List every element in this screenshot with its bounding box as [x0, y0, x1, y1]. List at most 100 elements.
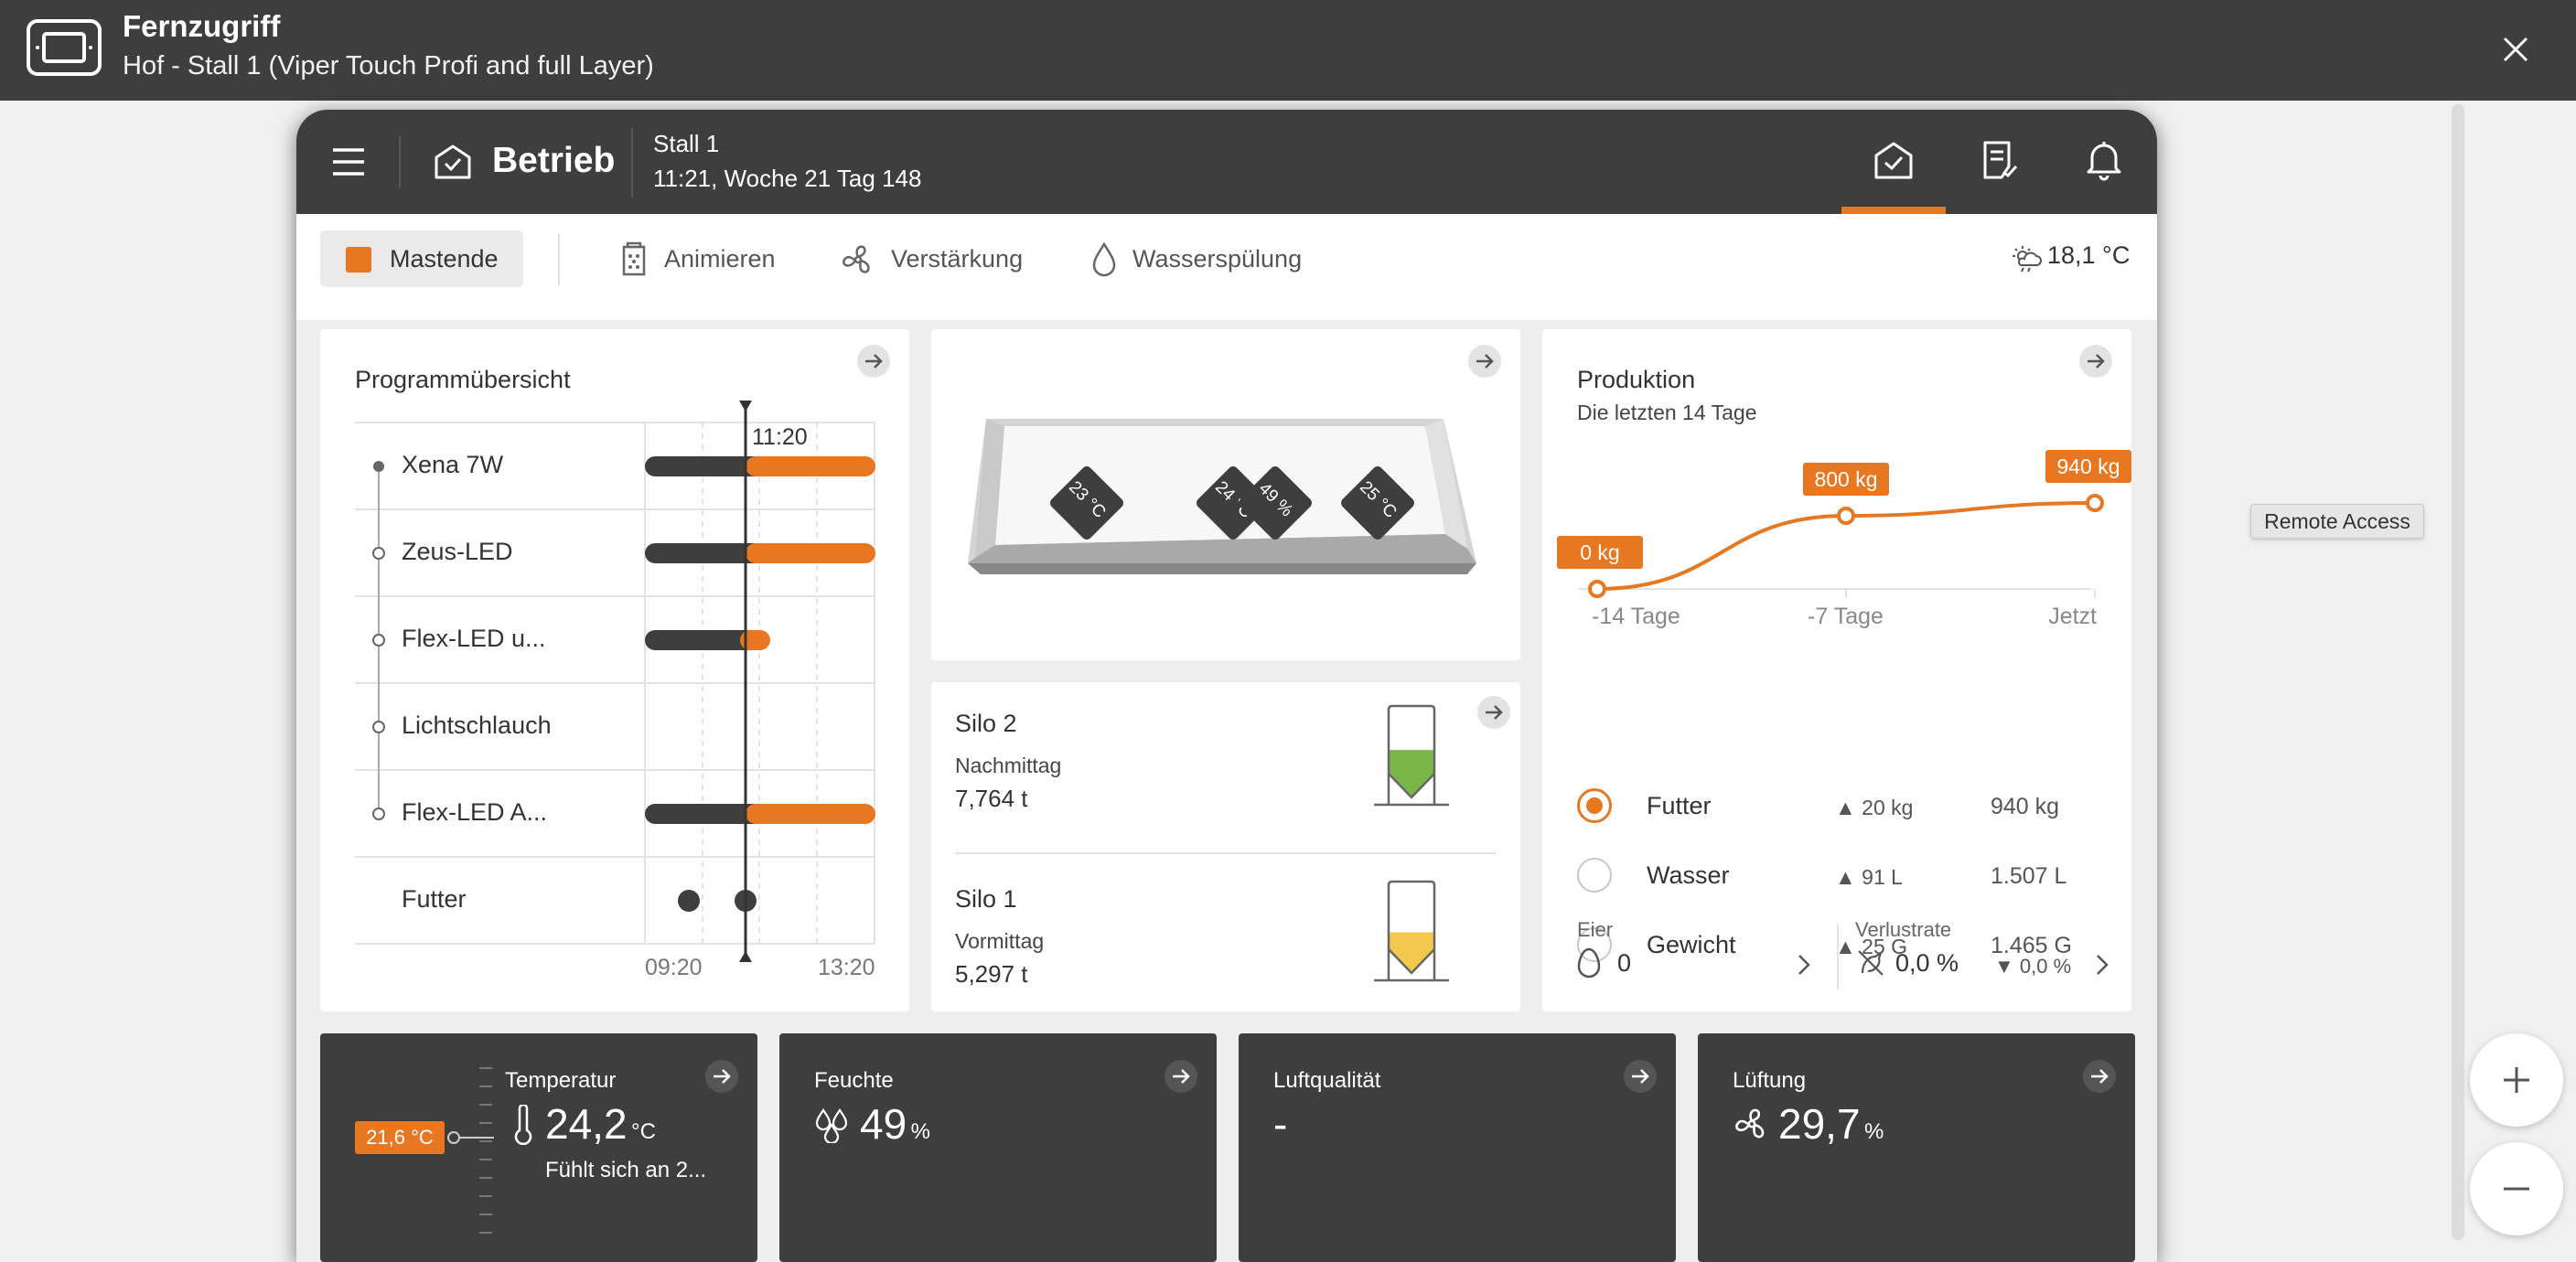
close-button[interactable]: [2490, 24, 2541, 75]
axis-start-label: 09:20: [645, 955, 703, 980]
futter-radio[interactable]: [1577, 788, 1612, 823]
data-label: 800 kg: [1803, 463, 1889, 496]
silo-fill-level: [1389, 750, 1434, 797]
arrow-right-icon[interactable]: [704, 1059, 739, 1094]
temperature-tile[interactable]: 21,6 °C Temperatur 24,2 °C Fühlt sich an…: [320, 1033, 757, 1262]
feeder-icon: [622, 241, 646, 276]
data-point: [2086, 494, 2104, 512]
arrow-right-icon[interactable]: [2082, 1059, 2117, 1094]
outside-temperature: 18,1 °C: [2047, 241, 2131, 269]
row-dot: [372, 721, 385, 733]
weather-sun-rain-icon: [2012, 246, 2042, 273]
production-row-total: 1.465 G: [1991, 933, 2072, 958]
thermometer-icon: [514, 1105, 532, 1145]
egg-icon: [1577, 947, 1601, 979]
silo-period: Nachmittag: [955, 754, 1062, 777]
arrow-right-icon[interactable]: [856, 344, 891, 379]
air-quality-tile[interactable]: Luftqualität -: [1239, 1033, 1676, 1262]
tab-home[interactable]: [1873, 139, 1915, 181]
device-screen: Betrieb Stall 1 11:21, Woche 21 Tag 148: [296, 110, 2157, 1262]
action-toolbar: Mastende Animieren Verstärkung: [296, 214, 2157, 320]
window-subtitle: Hof - Stall 1 (Viper Touch Profi and ful…: [123, 51, 654, 80]
chevron-right-icon: [2097, 955, 2109, 975]
production-row-total: 940 kg: [1991, 794, 2060, 819]
now-marker-bottom: [739, 951, 752, 962]
program-overview-card[interactable]: Programmübersicht: [320, 329, 909, 1011]
remote-screen-icon: [26, 18, 102, 77]
axis-end-label: 13:20: [818, 955, 875, 980]
barn-layout-card[interactable]: 23 °C 24 °C 49 % 25 °C: [931, 329, 1520, 660]
eier-value: 0: [1617, 949, 1632, 977]
window-titlebar: Fernzugriff Hof - Stall 1 (Viper Touch P…: [0, 0, 2576, 101]
fan-icon: [1735, 1108, 1765, 1139]
stall-name: Stall 1: [653, 130, 720, 157]
minus-icon: [2504, 1187, 2529, 1191]
production-card[interactable]: Produktion Die letzten 14 Tage Futter ▲ …: [1542, 329, 2131, 1011]
silo-card[interactable]: Silo 2 Nachmittag 7,764 t Silo 1 Vormitt…: [931, 682, 1520, 1011]
zoom-in-button[interactable]: [2470, 1033, 2563, 1127]
silo-amount: 5,297 t: [955, 960, 1028, 988]
production-title: Produktion: [1577, 366, 1696, 393]
arrow-right-icon[interactable]: [1467, 344, 1502, 379]
verstaerkung-button[interactable]: Verstärkung: [840, 241, 1050, 278]
production-row-total: 1.507 L: [1991, 863, 2067, 889]
program-title: Programmübersicht: [355, 366, 571, 393]
humidity-tile[interactable]: Feuchte 49 %: [779, 1033, 1217, 1262]
silo-fill-level: [1389, 932, 1434, 973]
gewicht-radio[interactable]: [1577, 927, 1612, 962]
program-row-label: Flex-LED A...: [402, 798, 548, 826]
production-row-label: Futter: [1647, 792, 1712, 819]
tab-alarms[interactable]: [2083, 139, 2125, 181]
animieren-button[interactable]: Animieren: [618, 241, 801, 278]
ventilation-tile[interactable]: Lüftung 29,7 %: [1698, 1033, 2135, 1262]
phase-label: Mastende: [390, 245, 499, 273]
production-row-label: Wasser: [1647, 861, 1730, 889]
vertical-scrollbar[interactable]: [2452, 104, 2464, 1240]
tile-title: Luftqualität: [1273, 1068, 1381, 1093]
device-header: Betrieb Stall 1 11:21, Woche 21 Tag 148: [296, 110, 2157, 214]
verlustrate-button[interactable]: Verlustrate 0,0 % ▼ 0,0 %: [1855, 918, 2120, 991]
arrow-right-icon[interactable]: [1623, 1059, 1658, 1094]
feels-like-text: Fühlt sich an 2...: [545, 1158, 707, 1182]
phase-button[interactable]: Mastende: [320, 230, 523, 287]
temperature-scale: [479, 1067, 492, 1234]
arrow-right-icon[interactable]: [2078, 344, 2113, 379]
fan-icon: [843, 245, 870, 273]
wasserspuelung-button[interactable]: Wasserspülung: [1090, 241, 1328, 278]
production-row-delta: ▲ 91 L: [1835, 865, 1903, 889]
arrow-right-icon[interactable]: [1164, 1059, 1198, 1094]
row-dot: [372, 634, 385, 647]
x-axis-label: -14 Tage: [1592, 604, 1680, 629]
stall-time-info: 11:21, Woche 21 Tag 148: [653, 165, 922, 192]
x-axis-label: Jetzt: [2048, 604, 2097, 629]
arrow-right-icon[interactable]: [1476, 695, 1511, 730]
header-divider: [631, 128, 633, 198]
bell-icon: [2087, 142, 2121, 181]
now-marker-top: [739, 401, 752, 412]
tile-title: Feuchte: [814, 1068, 894, 1093]
window-title: Fernzugriff: [123, 9, 281, 43]
water-drops-icon: [815, 1108, 848, 1143]
program-row-label: Xena 7W: [402, 451, 504, 478]
zoom-out-button[interactable]: [2470, 1142, 2563, 1235]
tab-tasks[interactable]: [1978, 139, 2020, 181]
plus-icon: [2504, 1067, 2529, 1093]
wasserspuelung-label: Wasserspülung: [1132, 245, 1303, 273]
production-row-label: Gewicht: [1647, 931, 1736, 958]
wasser-radio[interactable]: [1577, 858, 1612, 893]
barn-check-icon: [434, 143, 472, 181]
setpoint-pointer: [447, 1131, 494, 1144]
verstaerkung-label: Verstärkung: [891, 245, 1024, 273]
program-row-label: Lichtschlauch: [402, 711, 552, 739]
silo-level-icon: [1374, 880, 1449, 982]
ventilation-reading: 29,7 %: [1778, 1100, 1884, 1148]
chevron-right-icon: [1798, 955, 1810, 975]
phase-color-swatch: [346, 247, 371, 273]
data-label: 940 kg: [2045, 450, 2131, 483]
hamburger-menu-icon[interactable]: [331, 146, 366, 177]
eier-button[interactable]: Eier 0: [1577, 918, 1824, 991]
active-tab-indicator: [1841, 207, 1946, 214]
humidity-reading: 49 %: [860, 1100, 930, 1148]
production-row-delta: ▲ 20 kg: [1835, 796, 1914, 819]
animieren-label: Animieren: [664, 245, 776, 273]
